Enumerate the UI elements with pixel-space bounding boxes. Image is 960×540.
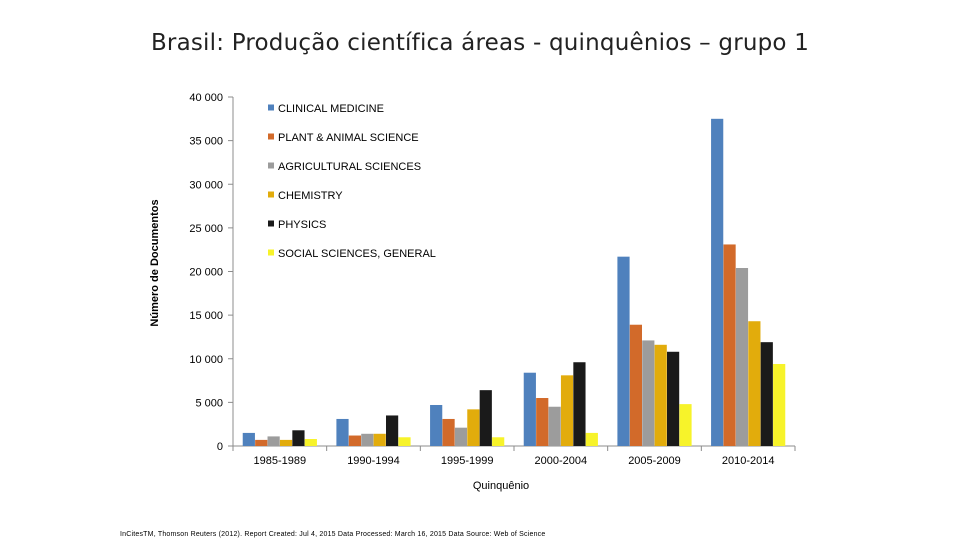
bar [255, 439, 268, 446]
y-tick-label: 35 000 [189, 136, 223, 148]
x-tick-label: 1990-1994 [347, 455, 400, 467]
legend-label: PHYSICS [278, 219, 326, 231]
bar [760, 342, 773, 446]
y-tick-label: 5 000 [195, 397, 223, 409]
x-axis: 1985-1989 1990-1994 1995-1999 2000-2004 2005… [232, 445, 796, 467]
bar [442, 418, 455, 446]
bar [373, 433, 386, 446]
y-tick-label: 10 000 [189, 354, 223, 366]
legend-swatch [268, 220, 274, 227]
legend-swatch [268, 162, 274, 169]
bar [711, 118, 724, 446]
y-tick-label: 30 000 [189, 179, 223, 191]
y-axis: 0 5 000 10 000 15 000 20 000 25 000 30 000 35 0… [189, 92, 234, 453]
bar [573, 362, 586, 446]
legend-label: AGRICULTURAL SCIENCES [278, 161, 421, 173]
y-tick-label: 0 [217, 441, 223, 453]
bar [773, 363, 786, 446]
bar [279, 439, 293, 446]
legend-swatch [268, 133, 274, 140]
legend-swatch [268, 249, 274, 256]
bar [523, 372, 536, 446]
y-tick-label: 15 000 [189, 310, 223, 322]
bar [361, 433, 374, 446]
x-tick-label: 1985-1989 [254, 455, 307, 467]
bar [654, 344, 667, 446]
x-tick-label: 1995-1999 [441, 455, 494, 467]
legend-swatch [268, 191, 274, 198]
legend-label: PLANT & ANIMAL SCIENCE [278, 132, 419, 144]
bar [536, 398, 549, 446]
bar [348, 435, 361, 446]
bar [748, 321, 761, 446]
bar [585, 432, 598, 446]
bar [467, 409, 480, 446]
bar [267, 436, 280, 446]
legend-label: CHEMISTRY [278, 190, 343, 202]
bar [492, 437, 505, 446]
x-tick-label: 2010-2014 [722, 455, 775, 467]
bar [386, 415, 399, 446]
source-footnote: InCitesTM, Thomson Reuters (2012). Repor… [120, 531, 546, 538]
bar [679, 404, 692, 446]
bar [735, 268, 749, 446]
legend-swatch [268, 104, 274, 111]
legend: CLINICAL MEDICINE PLANT & ANIMAL SCIENCE A… [268, 103, 436, 260]
y-tick-label: 40 000 [189, 92, 223, 104]
bar [667, 351, 680, 446]
bar [454, 427, 468, 446]
x-tick-label: 2005-2009 [628, 455, 681, 467]
bar [336, 418, 349, 446]
legend-label: CLINICAL MEDICINE [278, 103, 384, 115]
bar [479, 390, 492, 446]
bar [304, 439, 317, 446]
bar [723, 244, 736, 446]
bar [242, 432, 255, 446]
bar [560, 375, 574, 446]
bar [548, 406, 561, 446]
y-tick-label: 20 000 [189, 267, 223, 279]
bar [398, 437, 411, 446]
x-axis-title: Quinquênio [473, 480, 529, 492]
bar [642, 340, 655, 446]
bars [242, 118, 786, 446]
page-title: Brasil: Produção científica áreas - quin… [150, 30, 810, 56]
legend-label: SOCIAL SCIENCES, GENERAL [278, 248, 436, 260]
y-axis-title: Número de Documentos [149, 199, 161, 326]
bar [617, 256, 630, 446]
bar [292, 430, 305, 446]
x-tick-label: 2000-2004 [535, 455, 588, 467]
bar [430, 404, 443, 446]
bar [629, 324, 642, 446]
y-tick-label: 25 000 [189, 223, 223, 235]
